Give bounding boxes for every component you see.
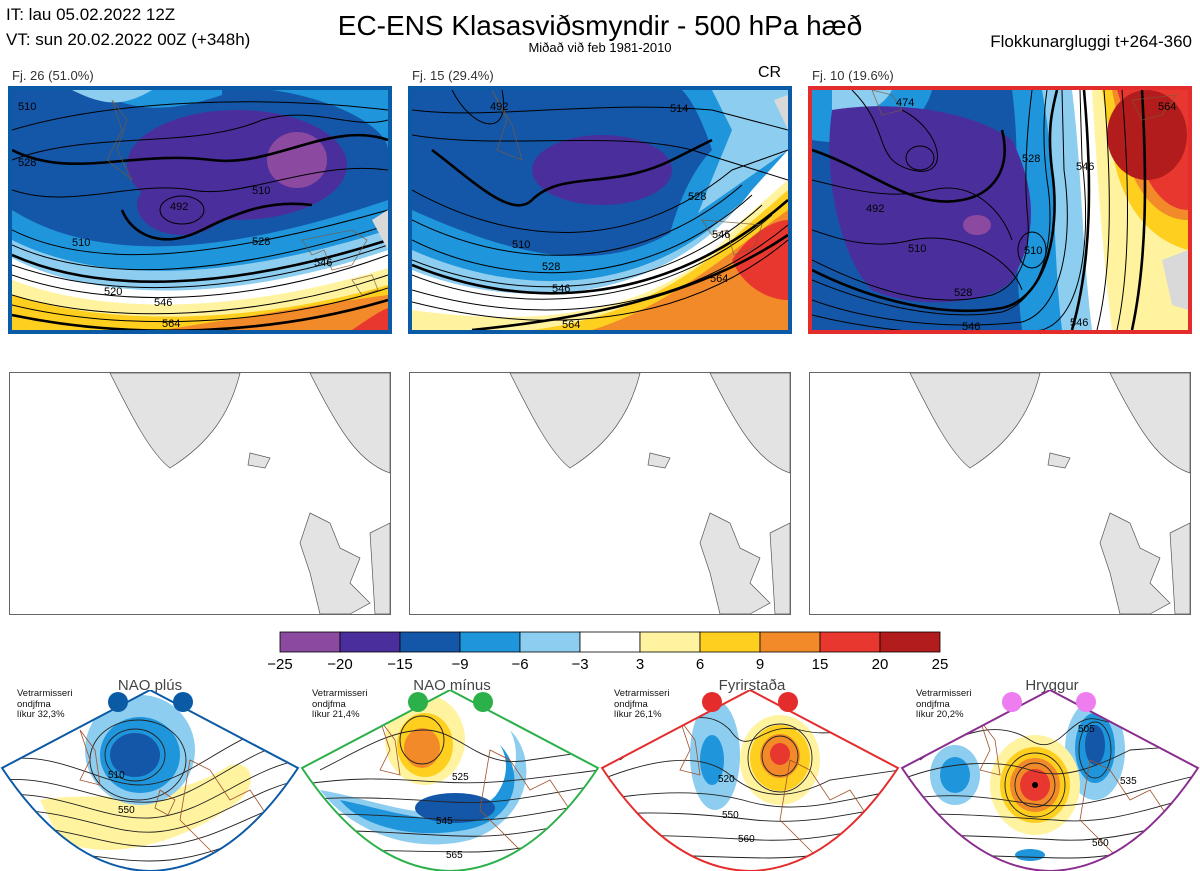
colorbar-tick-label: 9 bbox=[755, 656, 765, 673]
page-title: EC-ENS Klasasviðsmyndir - 500 hPa hæð bbox=[337, 10, 863, 41]
outline-map-3 bbox=[809, 372, 1191, 615]
colorbar-tick-label: 6 bbox=[695, 656, 705, 673]
contour-label: 528 bbox=[18, 157, 36, 169]
colorbar-swatch bbox=[699, 631, 761, 653]
colorbar-swatch bbox=[279, 631, 341, 653]
contour-label: 546 bbox=[552, 283, 570, 295]
regime-4-info: Vetrarmisseri ondjfma líkur 20,2% bbox=[916, 688, 972, 720]
colorbar-swatch bbox=[639, 631, 701, 653]
contour-label: 546 bbox=[314, 257, 332, 269]
contour-label: 564 bbox=[562, 319, 580, 330]
contour-label: 514 bbox=[670, 103, 688, 115]
contour-label: 564 bbox=[162, 318, 180, 330]
colorbar-swatch bbox=[759, 631, 821, 653]
regime-1-contour-label: 510 bbox=[108, 770, 125, 781]
contour-label: 564 bbox=[710, 273, 728, 285]
contour-label: 510 bbox=[908, 243, 926, 255]
colorbar-tick-label: −9 bbox=[451, 656, 469, 673]
regime-2-map: 525 545 565 bbox=[300, 690, 600, 871]
regime-3-dot-right bbox=[778, 692, 798, 712]
contour-label: 510 bbox=[512, 239, 530, 251]
regime-3-dot-left bbox=[702, 692, 722, 712]
regime-2-contour-label: 565 bbox=[446, 850, 463, 861]
colorbar-swatch bbox=[339, 631, 401, 653]
contour-label: 546 bbox=[1070, 317, 1088, 329]
contour-label: 528 bbox=[252, 236, 270, 248]
contour-label: 546 bbox=[712, 229, 730, 241]
cluster-1-label: Fj. 26 (51.0%) bbox=[12, 68, 94, 83]
cluster-2-cr-tag: CR bbox=[758, 64, 782, 81]
regime-3-contour-label: 550 bbox=[722, 810, 739, 821]
colorbar-swatch bbox=[519, 631, 581, 653]
regime-3-contour-label: 560 bbox=[738, 834, 755, 845]
contour-label: 510 bbox=[72, 237, 90, 249]
regime-4-title: Hryggur bbox=[1025, 677, 1079, 694]
regime-1-title: NAO plús bbox=[117, 677, 183, 694]
colorbar-swatch bbox=[459, 631, 521, 653]
colorbar-tick-label: −3 bbox=[571, 656, 589, 673]
regime-1-dot-right bbox=[173, 692, 193, 712]
cluster-3-label: Fj. 10 (19.6%) bbox=[812, 68, 894, 83]
cluster-1-map: 510 528 492 510 528 546 520 546 564 510 bbox=[8, 86, 392, 334]
issue-time: IT: lau 05.02.2022 12Z bbox=[6, 5, 176, 24]
contour-label: 510 bbox=[252, 185, 270, 197]
contour-label: 546 bbox=[154, 297, 172, 309]
regime-1-dot-left bbox=[108, 692, 128, 712]
contour-label: 492 bbox=[866, 203, 884, 215]
colorbar-swatch bbox=[579, 631, 641, 653]
regime-3-contour-label: 520 bbox=[718, 774, 735, 785]
regime-1-map: 510 550 bbox=[0, 690, 300, 871]
regime-4-contour-label: 535 bbox=[1120, 776, 1137, 787]
regime-1-contour-label: 550 bbox=[118, 805, 135, 816]
outline-map-2 bbox=[409, 372, 791, 615]
contour-label: 528 bbox=[688, 191, 706, 203]
cluster-window: Flokkunargluggi t+264-360 bbox=[990, 32, 1192, 51]
regime-3-map: 520 550 560 bbox=[600, 690, 900, 871]
cluster-2-map: 528 510 528 546 564 564 546 514 492 bbox=[408, 86, 792, 334]
colorbar-tick-label: −20 bbox=[327, 656, 353, 673]
contour-label: 510 bbox=[18, 101, 36, 113]
outline-map-1 bbox=[9, 372, 391, 615]
contour-label: 510 bbox=[1024, 245, 1042, 257]
cluster-2-label: Fj. 15 (29.4%) bbox=[412, 68, 494, 83]
contour-label: 564 bbox=[1158, 101, 1176, 113]
colorbar-swatch bbox=[399, 631, 461, 653]
regime-4-contour-label: 560 bbox=[1092, 838, 1109, 849]
colorbar-tick-label: 15 bbox=[811, 656, 829, 673]
valid-time: VT: sun 20.02.2022 00Z (+348h) bbox=[6, 30, 251, 49]
regime-2-title: NAO mínus bbox=[413, 677, 491, 694]
contour-label: 528 bbox=[542, 261, 560, 273]
regime-2-info: Vetrarmisseri ondjfma líkur 21,4% bbox=[312, 688, 368, 720]
colorbar-swatch bbox=[819, 631, 881, 653]
regime-3-info: Vetrarmisseri ondjfma líkur 26,1% bbox=[614, 688, 670, 720]
contour-label: 474 bbox=[896, 97, 914, 109]
regime-1-info: Vetrarmisseri ondjfma líkur 32,3% bbox=[17, 688, 73, 720]
contour-label: 546 bbox=[1076, 161, 1094, 173]
colorbar bbox=[279, 631, 941, 653]
contour-label: 546 bbox=[962, 321, 980, 330]
regime-2-contour-label: 545 bbox=[436, 816, 453, 827]
contour-label: 520 bbox=[104, 286, 122, 298]
page-subtitle: Miðað við feb 1981-2010 bbox=[528, 40, 672, 55]
cluster-3-map: 474 492 510 528 546 510 528 546 546 564 bbox=[808, 86, 1192, 334]
colorbar-swatch bbox=[879, 631, 941, 653]
contour-label: 492 bbox=[170, 201, 188, 213]
regime-4-dot-right bbox=[1076, 692, 1096, 712]
colorbar-tick-label: 3 bbox=[635, 656, 645, 673]
regime-4-map: 505 535 560 bbox=[900, 690, 1200, 871]
contour-label: 492 bbox=[490, 101, 508, 113]
colorbar-tick-label: 25 bbox=[931, 656, 949, 673]
colorbar-tick-label: −15 bbox=[387, 656, 413, 673]
regime-3-title: Fyrirstaða bbox=[718, 677, 786, 694]
colorbar-tick-label: 20 bbox=[871, 656, 889, 673]
colorbar-tick-label: −25 bbox=[267, 656, 293, 673]
regime-4-contour-label: 505 bbox=[1078, 724, 1095, 735]
regime-4-dot-left bbox=[1002, 692, 1022, 712]
regime-2-dot-right bbox=[473, 692, 493, 712]
contour-label: 528 bbox=[954, 287, 972, 299]
contour-label: 528 bbox=[1022, 153, 1040, 165]
regime-2-contour-label: 525 bbox=[452, 772, 469, 783]
regime-2-dot-left bbox=[408, 692, 428, 712]
colorbar-tick-label: −6 bbox=[511, 656, 529, 673]
